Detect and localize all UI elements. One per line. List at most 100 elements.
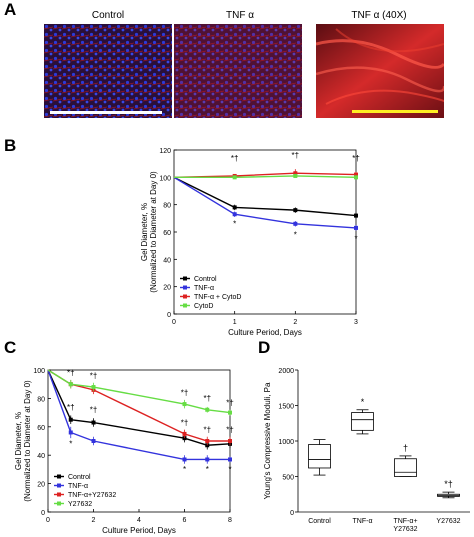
y-tick-label-B: 80 (163, 203, 171, 210)
data-point (232, 175, 237, 180)
data-point (354, 213, 358, 218)
data-point (68, 382, 73, 387)
x-tick-label-C: 0 (46, 517, 50, 524)
significance-marker: *† (67, 403, 75, 412)
significance-marker: *† (352, 154, 360, 163)
category-label: Control (308, 518, 331, 525)
legend-marker (183, 276, 187, 281)
series-line-TNF-α (173, 176, 357, 229)
data-point (293, 208, 298, 213)
x-axis-label-C: Culture Period, Days (102, 526, 176, 535)
y-axis-label-B: Gel Diameter, %(Normalized to Diameter a… (140, 171, 158, 293)
data-point (205, 439, 210, 443)
data-point (228, 457, 232, 462)
legend-label: TNF-α+Y27632 (68, 492, 116, 499)
y-tick-label-B: 100 (159, 175, 171, 182)
y-axis-label-D: Young's Compressive Moduli, Pa (263, 382, 272, 499)
legend-label: Y27632 (68, 501, 92, 508)
legend-marker (183, 285, 187, 290)
data-point (91, 420, 96, 425)
significance-marker: *† (226, 425, 234, 434)
y-tick-label-C: 60 (37, 425, 45, 432)
panel-letter-b: B (4, 136, 17, 155)
x-tick-label-B: 2 (293, 319, 297, 326)
data-point (293, 221, 298, 226)
series-line-CytoD (174, 175, 357, 179)
legend-label: TNF-α (194, 285, 214, 292)
y-axis-label-C: Gel Diameter, %(Normalized to Diameter a… (14, 380, 32, 502)
data-point (182, 402, 187, 407)
series-line-TNF-α (47, 369, 230, 461)
data-point (293, 171, 298, 176)
y-tick-label-D: 2000 (278, 368, 294, 375)
scale-bar-yellow (352, 110, 438, 113)
category-label: TNF-α (353, 518, 373, 525)
image-label-control: Control (91, 10, 125, 21)
significance-marker: * (183, 465, 186, 474)
legend-marker (183, 303, 187, 308)
legend-label: Control (68, 474, 91, 481)
box-2 (394, 458, 417, 477)
data-point (354, 225, 358, 230)
significance-marker: * (228, 465, 231, 474)
y-tick-label-C: 80 (37, 396, 45, 403)
y-tick-label-D: 500 (282, 475, 294, 482)
y-tick-label-B: 40 (163, 257, 171, 264)
fluorescence-micrograph-40x (316, 24, 444, 118)
y-tick-label-B: 60 (163, 230, 171, 237)
scale-bar-white (50, 111, 162, 114)
y-tick-label-D: 0 (290, 510, 294, 517)
data-point (354, 175, 358, 180)
data-point (91, 439, 96, 443)
y-tick-label-B: 120 (159, 148, 171, 155)
category-label: TNF-α+ Y27632 (393, 518, 417, 533)
significance-marker: * (206, 465, 209, 474)
y-tick-label-D: 1000 (278, 439, 294, 446)
x-tick-label-C: 4 (137, 517, 141, 524)
data-point (228, 439, 232, 443)
legend-marker (183, 294, 187, 299)
data-point (91, 385, 96, 390)
data-point (68, 417, 73, 422)
significance-marker: *† (231, 154, 239, 163)
significance-marker: *† (292, 151, 300, 160)
legend-marker (57, 501, 61, 506)
data-point (205, 457, 210, 462)
data-point (182, 431, 187, 436)
significance-marker: *† (90, 372, 98, 381)
series-line-Control (47, 369, 231, 446)
data-point (232, 205, 237, 210)
legend-label: Control (194, 276, 217, 283)
y-tick-label-B: 0 (167, 312, 171, 319)
significance-marker: *† (444, 479, 453, 489)
plot-frame-C (47, 369, 231, 513)
significance-marker: *† (67, 369, 75, 378)
y-tick-label-D: 1500 (278, 404, 294, 411)
significance-marker: *† (181, 418, 189, 427)
data-point (232, 212, 237, 217)
legend-label: TNF-α + CytoD (194, 294, 241, 301)
significance-marker: * (354, 235, 357, 244)
significance-marker: * (294, 230, 297, 239)
panel-letter-c: C (4, 338, 17, 357)
image-label-tnf: TNF α (226, 10, 254, 21)
y-tick-label-C: 100 (33, 368, 45, 375)
x-axis-label-B: Culture Period, Days (228, 328, 302, 337)
category-label: Y27632 (436, 518, 460, 525)
box-1 (351, 412, 374, 431)
data-point (68, 430, 73, 435)
x-tick-label-B: 0 (172, 319, 176, 326)
x-tick-label-C: 2 (92, 517, 96, 524)
series-line-Control (173, 176, 357, 217)
fluorescence-micrograph-control-tnf (44, 24, 302, 118)
panel-letter-d: D (258, 338, 271, 357)
y-tick-label-C: 0 (41, 510, 45, 517)
significance-marker: * (233, 220, 236, 229)
significance-marker: *† (226, 399, 234, 408)
legend-marker (57, 492, 61, 497)
legend-label: CytoD (194, 303, 213, 310)
legend-label: TNF-α (68, 483, 88, 490)
panel-letter-a: A (4, 0, 17, 19)
legend-marker (57, 483, 61, 488)
